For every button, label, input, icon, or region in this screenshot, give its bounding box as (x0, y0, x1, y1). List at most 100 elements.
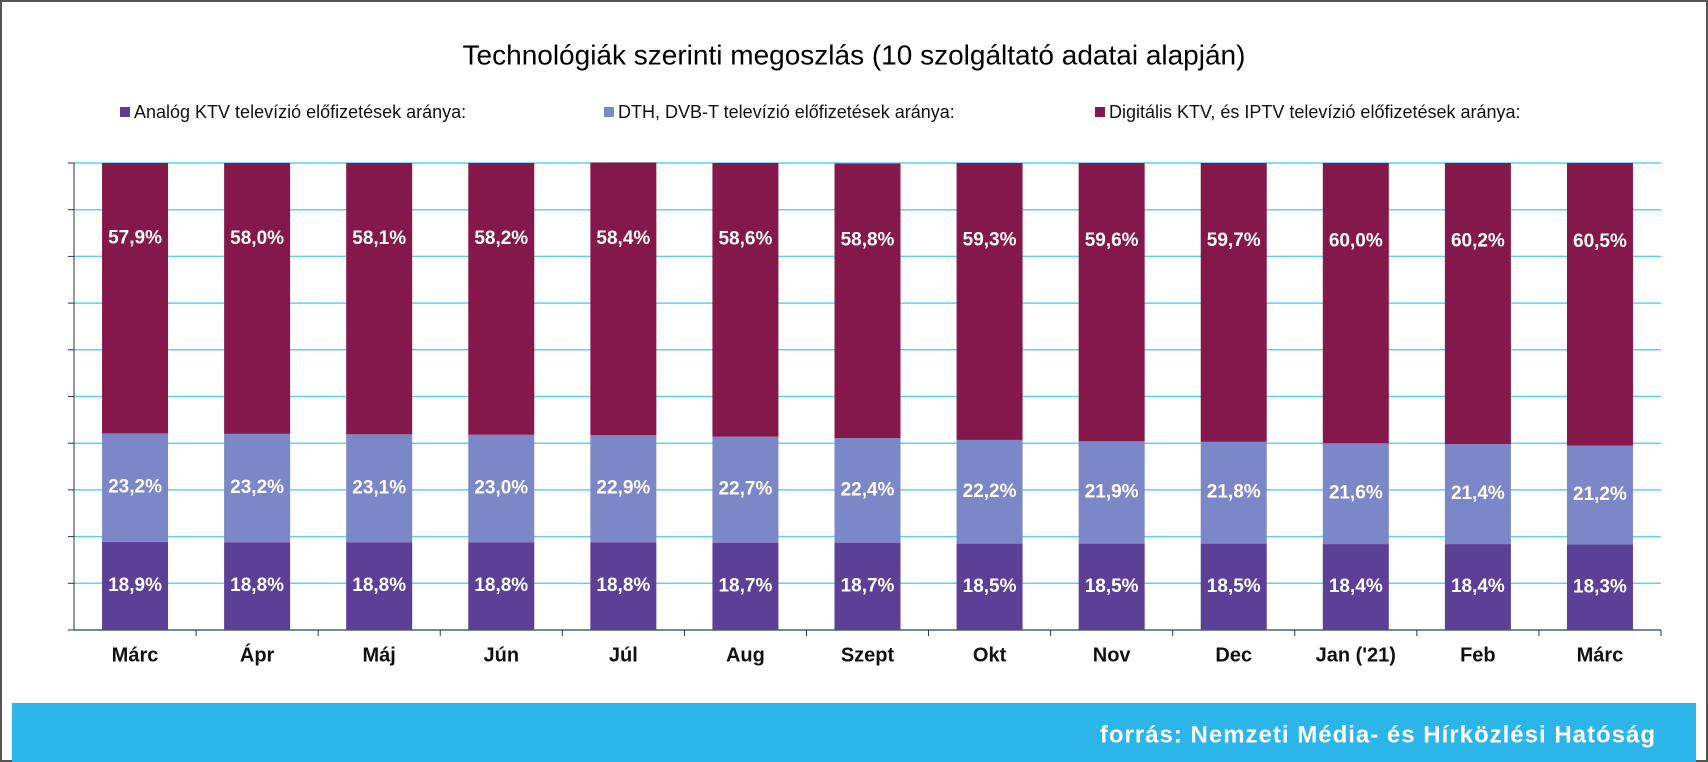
bar-segment (102, 433, 169, 542)
data-label: 18,5% (1207, 576, 1261, 597)
data-label: 59,3% (963, 230, 1017, 251)
data-label: 23,0% (474, 478, 528, 499)
bar-segment (1078, 441, 1145, 544)
bar-segment (1200, 163, 1267, 442)
data-label: 18,3% (1573, 576, 1627, 597)
data-label: 21,2% (1573, 484, 1627, 505)
bar-segment (1078, 163, 1145, 442)
bar-segment (712, 542, 779, 630)
bar-segment (346, 542, 413, 630)
data-label: 18,5% (963, 576, 1017, 597)
data-label: 60,2% (1451, 231, 1505, 252)
data-label: 58,8% (841, 229, 895, 250)
data-label: 18,5% (1085, 576, 1139, 597)
bar-segment (956, 543, 1023, 630)
legend-swatch (1095, 107, 1105, 117)
source: forrás: Nemzeti Média- és Hírközlési Hat… (1100, 721, 1656, 748)
data-label: 21,8% (1207, 482, 1261, 503)
bar-segment (590, 435, 657, 543)
legend-label: DTH, DVB-T televízió előfizetések aránya… (618, 102, 955, 122)
legend-label: Digitális KTV, és IPTV televízió előfize… (1109, 102, 1521, 122)
x-tick-label: Feb (1460, 644, 1496, 666)
data-label: 23,1% (352, 477, 406, 498)
bar-segment (1566, 544, 1633, 630)
data-label: 18,7% (841, 575, 895, 596)
data-label: 58,1% (352, 228, 406, 249)
data-label: 18,8% (474, 575, 528, 596)
data-label: 23,2% (108, 477, 162, 498)
data-label: 18,8% (596, 575, 650, 596)
x-tick-label: Márc (1577, 644, 1624, 666)
data-label: 22,4% (841, 479, 895, 500)
bar-segment (834, 542, 901, 630)
bar-segment (956, 439, 1023, 544)
bar-segment (1322, 544, 1389, 630)
x-tick-label: Dec (1215, 644, 1252, 666)
data-label: 18,4% (1451, 576, 1505, 597)
data-label: 58,0% (230, 228, 284, 249)
data-label: 22,2% (963, 481, 1017, 502)
x-tick-label: Máj (363, 644, 396, 666)
bar-segment (1322, 163, 1389, 444)
bar-segment (1566, 445, 1633, 545)
bar-segment (346, 163, 413, 435)
bar-segment (1200, 543, 1267, 630)
x-tick-label: Nov (1093, 644, 1132, 666)
x-tick-label: Márc (112, 644, 159, 666)
data-label: 18,9% (108, 575, 162, 596)
data-label: 21,4% (1451, 483, 1505, 504)
bar-segment (1444, 544, 1511, 630)
data-label: 23,2% (230, 477, 284, 498)
data-label: 58,6% (718, 229, 772, 250)
data-label: 58,2% (474, 228, 528, 249)
bar-segment (1200, 441, 1267, 544)
bar-segment (1444, 163, 1511, 445)
x-tick-label: Aug (726, 644, 765, 666)
data-label: 57,9% (108, 228, 162, 249)
x-tick-label: Jún (483, 644, 519, 666)
bar-segment (590, 162, 657, 436)
data-label: 58,4% (596, 228, 650, 249)
bar-segment (1078, 543, 1145, 630)
bar-segment (346, 434, 413, 543)
bar-segment (834, 438, 901, 543)
data-label: 22,9% (596, 478, 650, 499)
bar-segment (224, 542, 291, 630)
legend-swatch (604, 107, 614, 117)
bar-segment (1322, 443, 1389, 545)
bar-segment (102, 541, 169, 630)
bar-segment (1444, 444, 1511, 545)
data-label: 59,7% (1207, 230, 1261, 251)
x-tick-label: Jan ('21) (1316, 644, 1396, 666)
data-label: 18,8% (352, 575, 406, 596)
bar-segment (712, 163, 779, 437)
x-tick-label: Ápr (240, 643, 275, 666)
data-label: 21,9% (1085, 481, 1139, 502)
bar-segment (712, 436, 779, 543)
data-label: 22,7% (718, 479, 772, 500)
data-label: 18,7% (718, 575, 772, 596)
bar-segment (468, 163, 535, 435)
bar-segment (224, 433, 291, 543)
legend-label: Analóg KTV televízió előfizetések aránya… (134, 102, 466, 122)
bar-segment (224, 163, 291, 434)
x-tick-label: Okt (973, 644, 1007, 666)
data-label: 18,4% (1329, 576, 1383, 597)
bar-segment (834, 163, 901, 439)
x-tick-label: Szept (841, 644, 895, 666)
chart-title: Technológiák szerinti megoszlás (10 szol… (463, 39, 1246, 70)
data-label: 18,8% (230, 575, 284, 596)
data-label: 60,5% (1573, 231, 1627, 252)
data-label: 60,0% (1329, 230, 1383, 251)
bar-segment (956, 163, 1023, 440)
data-label: 21,6% (1329, 483, 1383, 504)
footer-band (12, 703, 1696, 762)
bar-segment (102, 163, 169, 434)
bar-segment (590, 542, 657, 630)
bar-segment (1566, 163, 1633, 446)
legend-swatch (120, 107, 130, 117)
bar-segment (468, 542, 535, 630)
x-tick-label: Júl (609, 644, 638, 666)
bar-segment (468, 434, 535, 543)
